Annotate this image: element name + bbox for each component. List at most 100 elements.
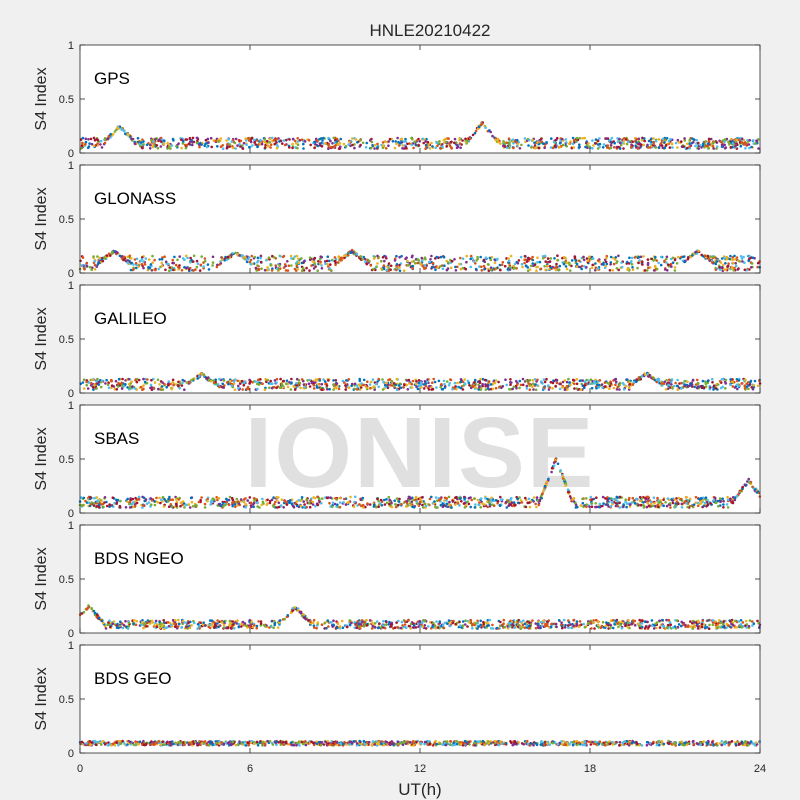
data-point xyxy=(368,503,372,506)
data-point xyxy=(239,498,243,501)
data-point xyxy=(116,498,120,502)
data-point xyxy=(737,379,741,382)
data-point xyxy=(647,139,651,143)
data-point xyxy=(126,386,129,389)
data-point xyxy=(450,140,453,144)
data-point xyxy=(325,384,329,387)
data-point xyxy=(234,147,237,150)
data-point xyxy=(594,505,597,509)
data-point xyxy=(120,257,124,260)
data-point xyxy=(723,380,727,384)
data-point xyxy=(82,496,86,500)
data-point xyxy=(494,499,498,502)
data-point xyxy=(579,388,583,392)
data-point xyxy=(707,257,711,261)
data-point xyxy=(461,388,465,391)
data-point xyxy=(263,268,267,272)
panel-label: GLONASS xyxy=(94,189,176,208)
data-point xyxy=(92,255,95,258)
data-point xyxy=(234,505,237,509)
data-point xyxy=(747,477,750,481)
data-point xyxy=(95,387,98,390)
data-point xyxy=(277,505,281,509)
data-point xyxy=(553,257,556,260)
data-point xyxy=(571,498,574,501)
data-point xyxy=(97,261,101,264)
data-point xyxy=(313,146,316,150)
data-point xyxy=(665,137,669,140)
data-point xyxy=(100,146,104,149)
data-point xyxy=(664,138,667,142)
data-point xyxy=(364,146,368,149)
data-point xyxy=(486,263,490,266)
data-point xyxy=(84,499,87,503)
data-point xyxy=(279,254,282,258)
data-point xyxy=(240,379,244,383)
data-point xyxy=(91,386,95,389)
data-point xyxy=(744,483,747,487)
data-point xyxy=(732,261,735,265)
data-point xyxy=(109,133,112,136)
data-point xyxy=(84,142,87,146)
data-point xyxy=(347,500,350,504)
data-point xyxy=(491,387,495,391)
data-point xyxy=(314,381,317,384)
data-point xyxy=(191,505,195,508)
data-point xyxy=(528,268,532,271)
data-point xyxy=(79,259,82,263)
data-point xyxy=(398,269,402,273)
data-point xyxy=(185,266,188,270)
data-point xyxy=(438,140,441,143)
data-point xyxy=(355,252,359,256)
data-point xyxy=(129,498,132,502)
data-point xyxy=(324,142,327,145)
data-point xyxy=(200,372,203,375)
data-point xyxy=(735,138,738,141)
data-point xyxy=(527,497,531,501)
data-point xyxy=(450,147,454,150)
data-point xyxy=(626,140,630,143)
data-point xyxy=(425,380,429,384)
data-point xyxy=(474,262,477,265)
data-point xyxy=(519,383,523,387)
data-point xyxy=(448,144,452,148)
data-point xyxy=(654,504,657,508)
data-point xyxy=(353,500,356,504)
data-point xyxy=(320,388,324,392)
data-point xyxy=(520,262,524,266)
data-point xyxy=(263,138,267,141)
data-point xyxy=(231,504,234,508)
data-point xyxy=(619,141,622,145)
data-point xyxy=(236,144,239,147)
data-point xyxy=(476,257,480,261)
data-point xyxy=(252,138,256,142)
data-point xyxy=(643,139,646,143)
data-point xyxy=(591,139,594,142)
data-point xyxy=(744,143,748,146)
data-point xyxy=(151,261,154,264)
data-point xyxy=(472,260,476,263)
data-point xyxy=(268,499,272,503)
data-point xyxy=(311,260,315,263)
data-point xyxy=(616,140,620,143)
data-point xyxy=(97,380,101,384)
data-point xyxy=(200,255,203,258)
data-point xyxy=(265,139,269,143)
data-point xyxy=(98,503,101,507)
data-point xyxy=(630,256,634,260)
data-point xyxy=(203,259,207,263)
data-point xyxy=(397,144,401,147)
data-point xyxy=(375,505,378,509)
data-point xyxy=(218,263,221,266)
data-point xyxy=(597,505,601,509)
data-point xyxy=(355,388,359,391)
data-point xyxy=(383,503,387,506)
data-point xyxy=(618,506,622,509)
data-point xyxy=(666,263,670,267)
data-point xyxy=(393,499,397,503)
data-point xyxy=(330,269,333,272)
data-point xyxy=(372,385,376,388)
data-point xyxy=(659,263,663,267)
data-point xyxy=(675,262,679,265)
data-point xyxy=(285,138,288,142)
